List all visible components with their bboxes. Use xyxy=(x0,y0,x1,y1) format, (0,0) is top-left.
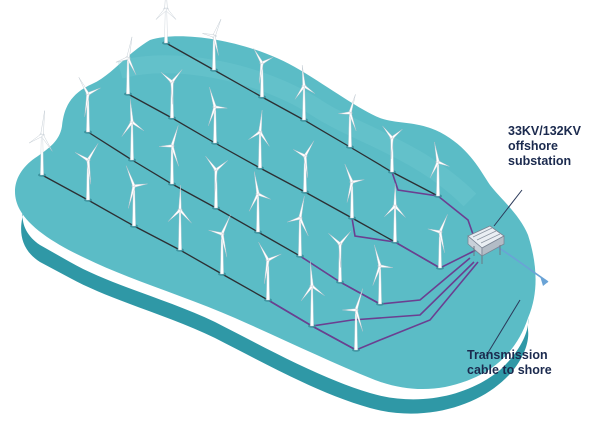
substation-label: 33KV/132KV offshore substation xyxy=(508,124,581,169)
wind-turbine xyxy=(342,288,364,352)
wind-turbine xyxy=(115,36,137,96)
substation-label-line-2: offshore xyxy=(508,139,558,153)
wind-turbine xyxy=(78,77,101,134)
wind-turbine xyxy=(287,195,309,258)
wind-turbine xyxy=(344,163,365,220)
wind-turbine xyxy=(382,125,403,174)
wind-turbine xyxy=(208,87,228,145)
wind-turbine xyxy=(159,125,179,186)
wind-turbine xyxy=(384,183,406,244)
substation-label-line-3: substation xyxy=(508,154,572,168)
wind-turbine xyxy=(258,242,282,302)
wind-turbine xyxy=(248,109,270,170)
transmission-label: Transmission cable to shore xyxy=(467,348,552,378)
wind-turbine xyxy=(372,244,393,306)
wind-turbine xyxy=(155,0,177,45)
wind-turbine xyxy=(125,165,148,228)
wind-turbine xyxy=(205,156,228,210)
wind-turbine xyxy=(248,171,271,234)
wind-turbine xyxy=(300,261,325,328)
transmission-label-line-2: cable to shore xyxy=(467,363,552,377)
wind-turbine xyxy=(208,214,231,276)
sea-highlight xyxy=(117,55,477,207)
wind-turbine xyxy=(328,231,352,284)
sea-platform-side xyxy=(21,190,529,414)
wind-turbine xyxy=(160,69,183,120)
wind-turbine xyxy=(202,19,222,72)
export-cable xyxy=(311,261,479,351)
inter-array-cable xyxy=(127,93,441,269)
wind-turbine xyxy=(74,143,99,202)
export-cable xyxy=(267,261,475,327)
wind-turbine xyxy=(253,48,274,99)
wind-turbine xyxy=(338,94,357,149)
wind-turbine xyxy=(167,185,192,252)
substation-platform xyxy=(467,225,505,264)
wind-turbine xyxy=(293,140,315,194)
substation-pointer-line xyxy=(493,189,523,227)
transmission-label-line-1: Transmission xyxy=(467,348,548,362)
wind-turbine xyxy=(121,98,145,162)
wind-turbine xyxy=(430,141,450,198)
shore-cable-arrow xyxy=(540,276,548,286)
wind-turbine xyxy=(28,110,53,177)
substation-label-line-1: 33KV/132KV xyxy=(508,124,581,138)
turbines-layer xyxy=(28,0,450,352)
transmission-pointer-line xyxy=(485,299,521,357)
wind-turbine xyxy=(294,65,315,122)
wind-turbine xyxy=(427,214,448,270)
